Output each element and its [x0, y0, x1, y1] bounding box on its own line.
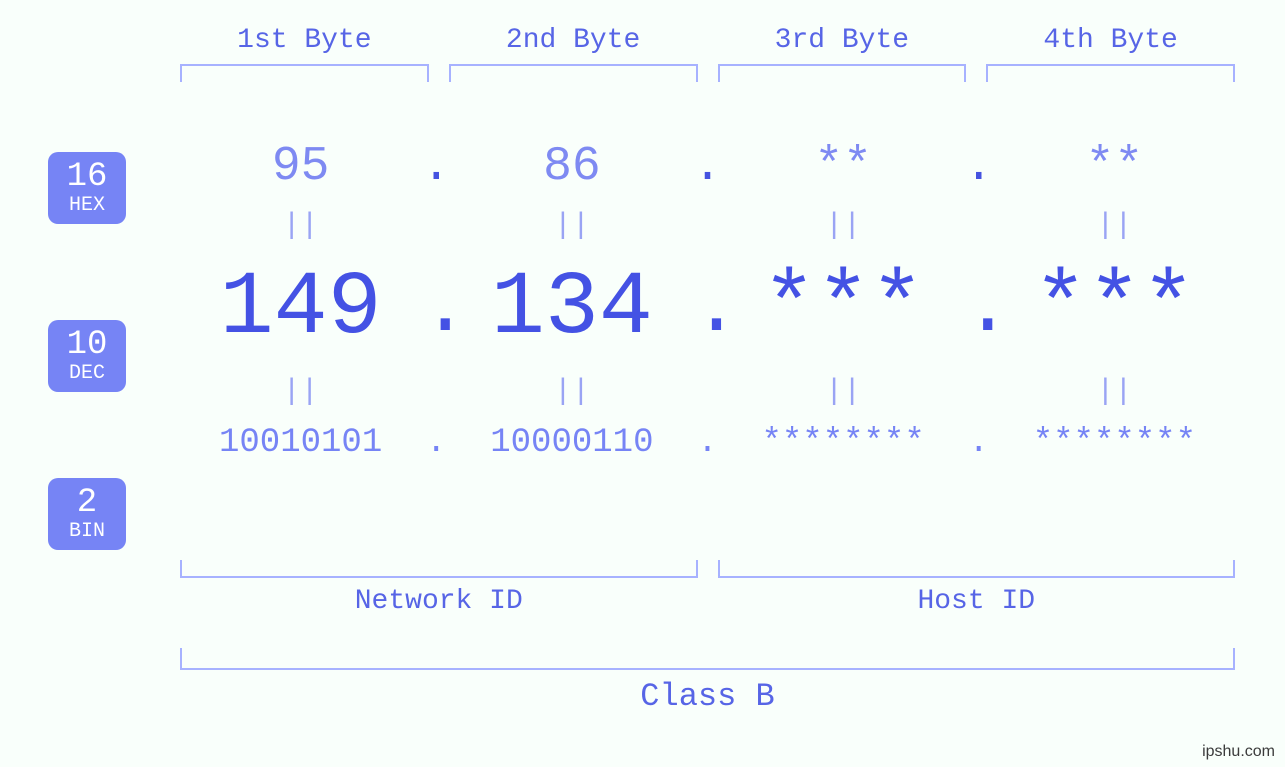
bracket-bottom-icon: [180, 648, 1235, 670]
network-id-label: Network ID: [180, 586, 698, 617]
byte-label-1: 1st Byte: [180, 25, 429, 82]
bin-byte-2: 10000110: [451, 424, 692, 462]
dot-separator: .: [693, 424, 723, 462]
hex-byte-3: **: [723, 140, 964, 194]
diagram-container: 1st Byte 2nd Byte 3rd Byte 4th Byte 16 H…: [0, 0, 1285, 767]
dot-separator: .: [964, 264, 994, 355]
byte-label-3: 3rd Byte: [718, 25, 967, 82]
base-badge-hex: 16 HEX: [48, 152, 126, 224]
hex-byte-4: **: [994, 140, 1235, 194]
equals-icon: ||: [180, 375, 421, 409]
bin-byte-4: ********: [994, 424, 1235, 462]
dot-separator: .: [421, 424, 451, 462]
bin-row: 10010101 . 10000110 . ******** . *******…: [180, 424, 1235, 462]
base-badge-bin: 2 BIN: [48, 478, 126, 550]
equals-icon: ||: [723, 375, 964, 409]
bin-byte-3: ********: [723, 424, 964, 462]
bracket-top-icon: [449, 64, 698, 82]
byte-label-4: 4th Byte: [986, 25, 1235, 82]
dec-byte-2: 134: [451, 258, 692, 360]
network-id-group: Network ID: [180, 560, 698, 617]
equals-icon: ||: [723, 209, 964, 243]
bracket-bottom-icon: [718, 560, 1236, 578]
class-label: Class B: [180, 678, 1235, 715]
dec-byte-3: ***: [723, 258, 964, 360]
badge-number: 16: [48, 160, 126, 194]
dot-separator: .: [964, 424, 994, 462]
hex-byte-2: 86: [451, 140, 692, 194]
badge-text: BIN: [48, 522, 126, 542]
bracket-top-icon: [180, 64, 429, 82]
dec-byte-4: ***: [994, 258, 1235, 360]
dot-separator: .: [693, 140, 723, 194]
byte-label-text: 1st Byte: [180, 25, 429, 56]
equals-icon: ||: [994, 209, 1235, 243]
byte-label-text: 4th Byte: [986, 25, 1235, 56]
byte-label-2: 2nd Byte: [449, 25, 698, 82]
bracket-top-icon: [986, 64, 1235, 82]
dot-separator: .: [421, 140, 451, 194]
dot-separator: .: [421, 264, 451, 355]
equals-icon: ||: [451, 209, 692, 243]
hex-byte-1: 95: [180, 140, 421, 194]
bracket-top-icon: [718, 64, 967, 82]
host-id-group: Host ID: [718, 560, 1236, 617]
badge-text: HEX: [48, 196, 126, 216]
dot-separator: .: [964, 140, 994, 194]
hex-row: 95 . 86 . ** . **: [180, 140, 1235, 194]
dec-byte-1: 149: [180, 258, 421, 360]
equals-icon: ||: [451, 375, 692, 409]
bracket-bottom-icon: [180, 560, 698, 578]
equals-row: || . || . || . ||: [180, 375, 1235, 409]
badge-number: 2: [48, 486, 126, 520]
byte-label-text: 3rd Byte: [718, 25, 967, 56]
byte-label-text: 2nd Byte: [449, 25, 698, 56]
value-grid: 95 . 86 . ** . ** || . || . || . || 149 …: [180, 140, 1235, 462]
host-id-label: Host ID: [718, 586, 1236, 617]
equals-icon: ||: [994, 375, 1235, 409]
class-bracket: Class B: [180, 648, 1235, 715]
byte-labels-row: 1st Byte 2nd Byte 3rd Byte 4th Byte: [180, 25, 1235, 82]
base-badge-dec: 10 DEC: [48, 320, 126, 392]
badge-number: 10: [48, 328, 126, 362]
equals-icon: ||: [180, 209, 421, 243]
equals-row: || . || . || . ||: [180, 209, 1235, 243]
dec-row: 149 . 134 . *** . ***: [180, 258, 1235, 360]
lower-brackets: Network ID Host ID: [180, 560, 1235, 617]
badge-text: DEC: [48, 364, 126, 384]
bin-byte-1: 10010101: [180, 424, 421, 462]
watermark: ipshu.com: [1202, 743, 1275, 761]
dot-separator: .: [693, 264, 723, 355]
